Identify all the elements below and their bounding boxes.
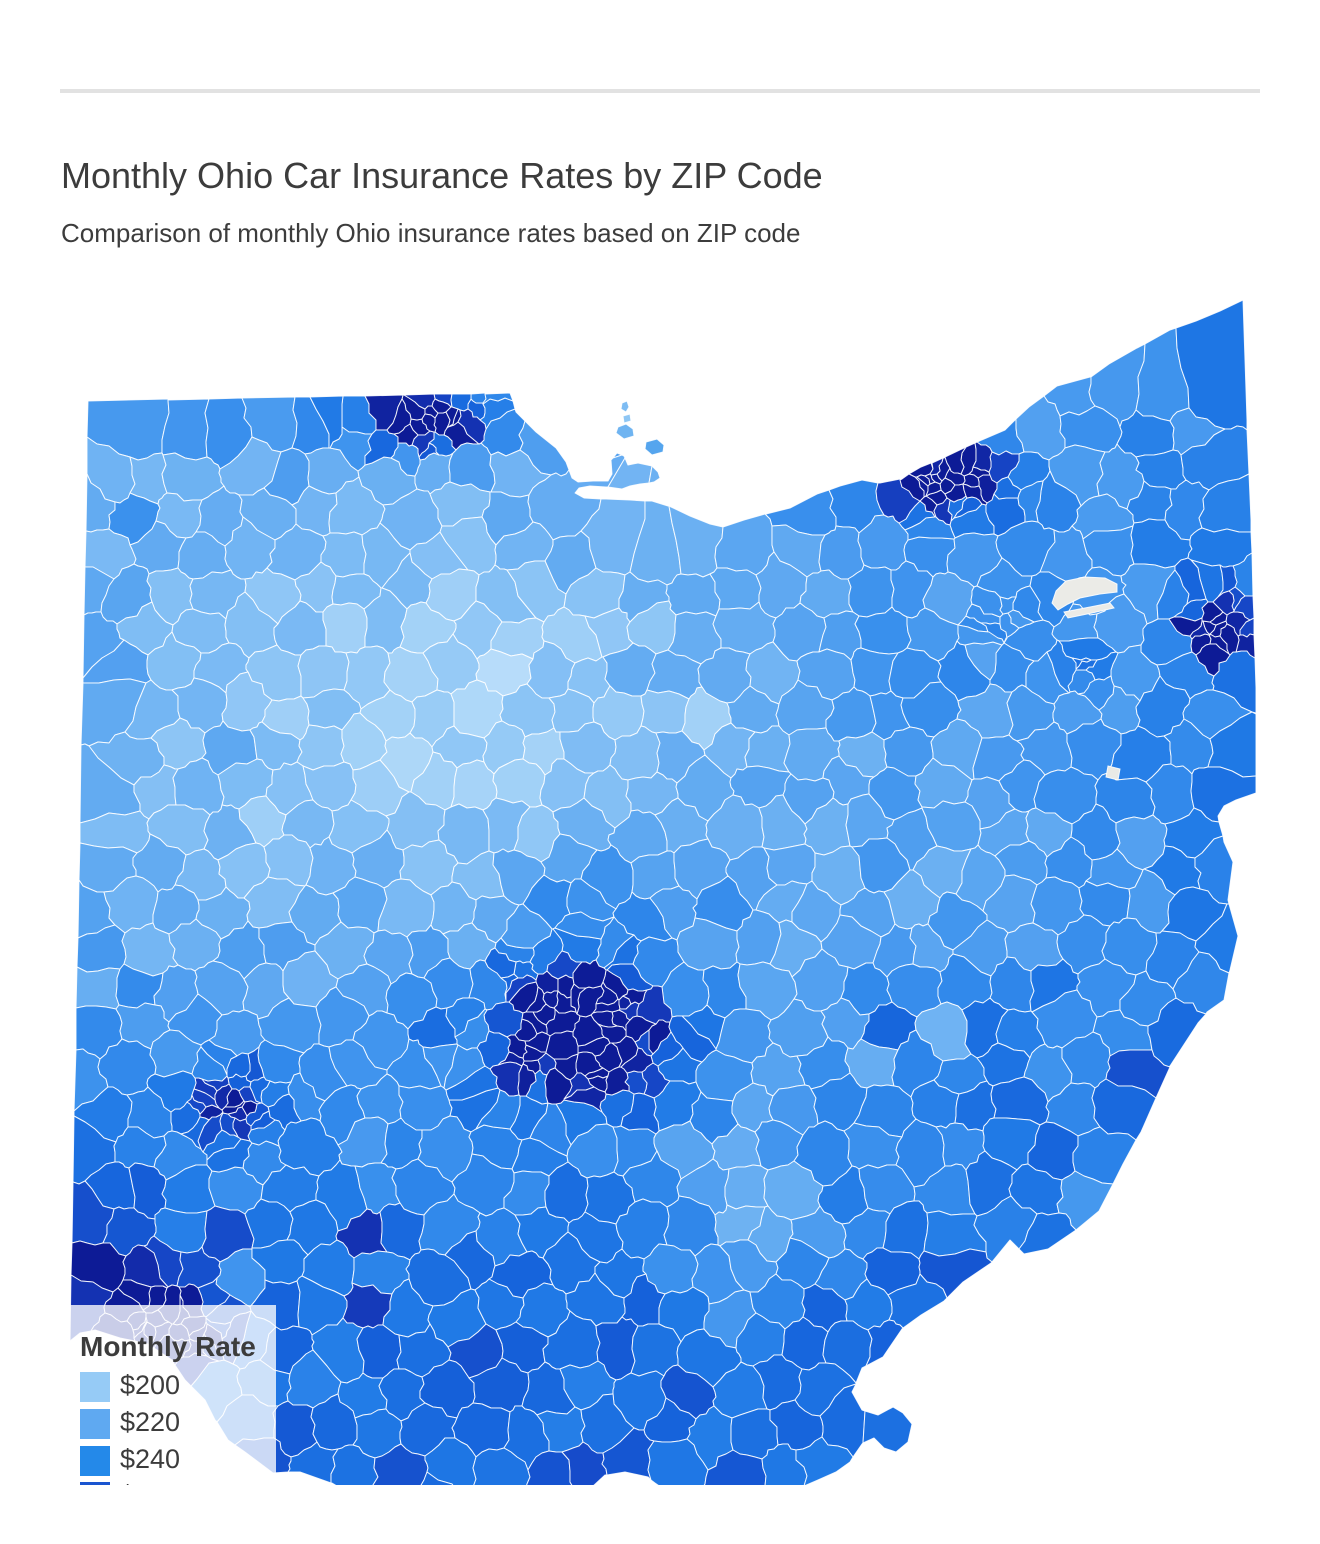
svg-text:$240: $240 xyxy=(120,1444,180,1474)
svg-text:$220: $220 xyxy=(120,1407,180,1437)
svg-text:$260: $260 xyxy=(120,1480,180,1485)
svg-text:$200: $200 xyxy=(120,1370,180,1400)
svg-text:Monthly Rate: Monthly Rate xyxy=(80,1331,256,1362)
